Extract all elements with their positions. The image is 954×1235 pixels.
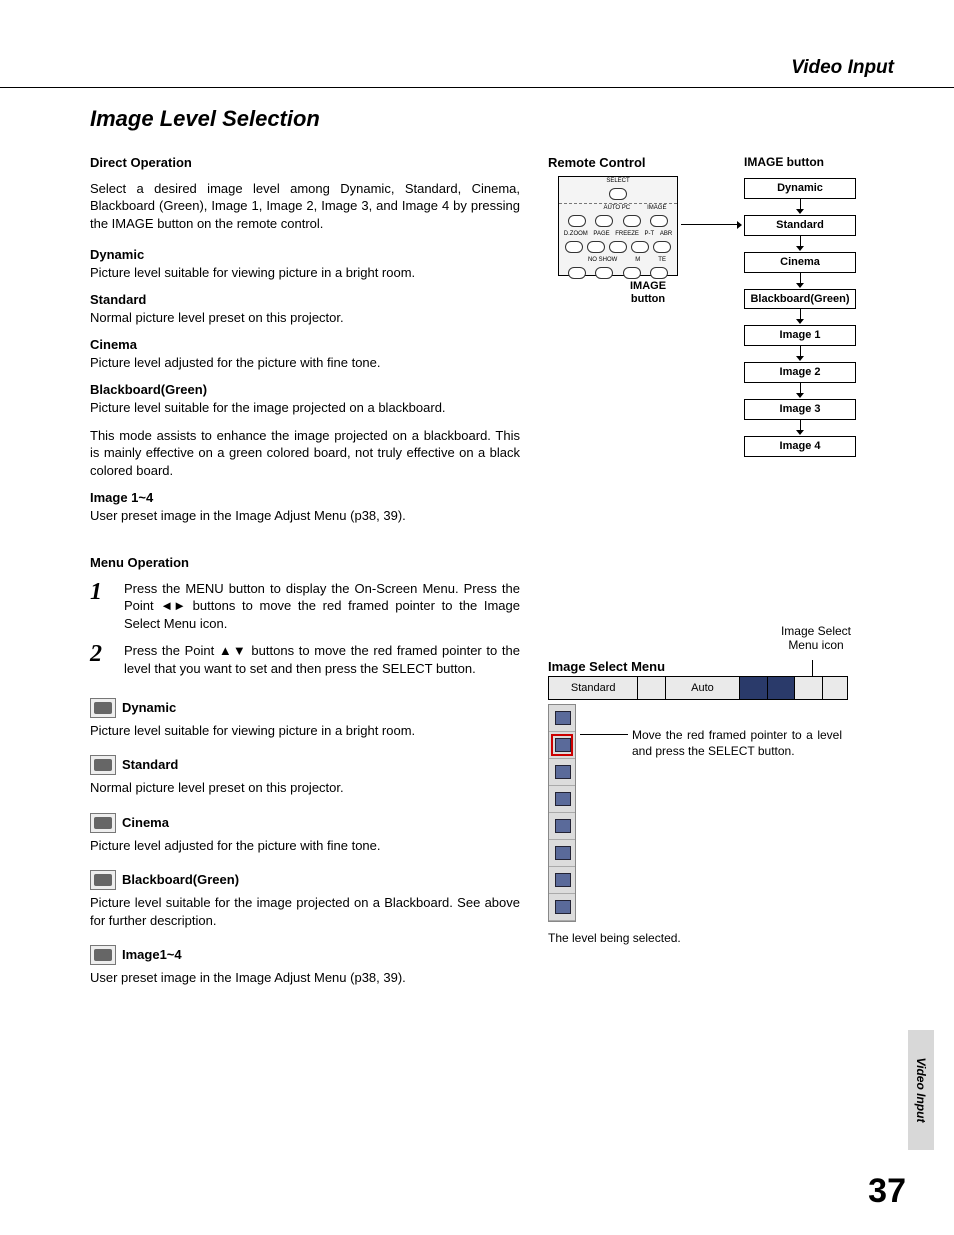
flow-box: Image 2: [744, 362, 856, 383]
flow-box: Image 4: [744, 436, 856, 457]
icon-mode-name: Image1~4: [122, 948, 182, 963]
mode-desc: Normal picture level preset on this proj…: [90, 309, 520, 327]
mode-icon: [90, 945, 116, 965]
ism-side-item: [549, 732, 575, 759]
ism-caption: The level being selected.: [548, 930, 681, 946]
ism-menu-bar: Standard Auto: [548, 676, 848, 700]
flow-box: Image 1: [744, 325, 856, 346]
remote-control-heading: Remote Control: [548, 155, 646, 170]
direct-operation-intro: Select a desired image level among Dynam…: [90, 180, 520, 233]
ism-bar-auto: Auto: [666, 677, 740, 699]
mode-desc: User preset image in the Image Adjust Me…: [90, 507, 520, 525]
ism-bar-standard: Standard: [549, 677, 638, 699]
ism-side-item: [549, 840, 575, 867]
mode-desc: Picture level adjusted for the picture w…: [90, 354, 520, 372]
remote-select-label: SELECT: [606, 177, 629, 185]
ism-bar-icon2: [795, 677, 823, 699]
side-tab: Video Input: [908, 1030, 934, 1150]
step-number: 2: [90, 642, 124, 677]
step-text: Press the Point ▲▼ buttons to move the r…: [124, 642, 520, 677]
icon-mode-desc: Picture level adjusted for the picture w…: [90, 837, 520, 855]
flow-box: Blackboard(Green): [744, 289, 856, 310]
mode-desc: Picture level suitable for the image pro…: [90, 399, 520, 417]
icon-mode-row: Dynamic: [90, 698, 520, 718]
ism-icon-pointer-line: [812, 660, 813, 676]
ism-side-item: [549, 813, 575, 840]
flow-arrow-icon: [744, 309, 856, 325]
flow-connector-line: [681, 224, 741, 225]
menu-step: 2Press the Point ▲▼ buttons to move the …: [90, 642, 520, 677]
flow-arrow-icon: [744, 420, 856, 436]
ism-bar-icon: [638, 677, 666, 699]
mode-icon: [90, 813, 116, 833]
ism-side-item: [549, 759, 575, 786]
flow-box: Image 3: [744, 399, 856, 420]
page-header: Video Input: [0, 55, 954, 88]
image-button-heading: IMAGE button: [744, 154, 824, 170]
page-title: Image Level Selection: [90, 104, 320, 134]
flow-box: Dynamic: [744, 178, 856, 199]
icon-mode-desc: User preset image in the Image Adjust Me…: [90, 969, 520, 987]
menu-operation-heading: Menu Operation: [90, 554, 520, 572]
icon-mode-desc: Normal picture level preset on this proj…: [90, 779, 520, 797]
ism-bar-icon-dark1: [740, 677, 768, 699]
icon-mode-name: Standard: [122, 757, 178, 772]
icon-mode-row: Image1~4: [90, 945, 520, 965]
flow-arrow-icon: [744, 346, 856, 362]
icon-mode-row: Blackboard(Green): [90, 870, 520, 890]
ism-side-list: [548, 704, 576, 922]
page-number: 37: [868, 1169, 906, 1215]
mode-icon: [90, 870, 116, 890]
mode-icon: [90, 755, 116, 775]
flow-arrow-icon: [744, 199, 856, 215]
flow-box: Standard: [744, 215, 856, 236]
icon-mode-name: Blackboard(Green): [122, 872, 239, 887]
ism-title: Image Select Menu: [548, 658, 665, 676]
menu-step: 1Press the MENU button to display the On…: [90, 580, 520, 633]
remote-control-diagram: SELECT AUTO PCIMAGE D.ZOOMPAGEFREEZEP-TA…: [558, 176, 678, 276]
mode-name: Standard: [90, 291, 520, 309]
ism-note: Move the red framed pointer to a level a…: [632, 728, 842, 759]
direct-operation-heading: Direct Operation: [90, 154, 520, 172]
ism-icon-label: Image Select Menu icon: [766, 624, 866, 653]
right-column: Remote Control IMAGE button SELECT AUTO …: [548, 154, 868, 172]
image-button-label: IMAGE button: [618, 280, 678, 306]
ism-bar-icon-dark2: [768, 677, 796, 699]
image-level-flow: Dynamic Standard Cinema Blackboard(Green) Im…: [744, 178, 856, 457]
ism-side-item: [549, 705, 575, 732]
icon-mode-row: Standard: [90, 755, 520, 775]
mode-desc: Picture level suitable for viewing pictu…: [90, 264, 520, 282]
icon-mode-desc: Picture level suitable for the image pro…: [90, 894, 520, 929]
header-section-title: Video Input: [791, 57, 894, 78]
mode-name: Cinema: [90, 336, 520, 354]
icon-mode-name: Cinema: [122, 815, 169, 830]
ism-side-item: [549, 786, 575, 813]
flow-arrow-icon: [744, 273, 856, 289]
mode-desc-extra: This mode assists to enhance the image p…: [90, 427, 520, 480]
ism-side-item: [549, 894, 575, 921]
ism-bar-icon3: [823, 677, 847, 699]
icon-mode-row: Cinema: [90, 813, 520, 833]
remote-select-btn: [609, 188, 627, 200]
icon-mode-desc: Picture level suitable for viewing pictu…: [90, 722, 520, 740]
step-number: 1: [90, 580, 124, 633]
left-column: Direct Operation Select a desired image …: [90, 154, 520, 997]
mode-name: Image 1~4: [90, 489, 520, 507]
ism-side-item: [549, 867, 575, 894]
ism-note-line: [580, 734, 628, 735]
ism-menu-diagram: Standard Auto: [548, 676, 848, 700]
icon-mode-name: Dynamic: [122, 700, 176, 715]
mode-icon: [90, 698, 116, 718]
flow-box: Cinema: [744, 252, 856, 273]
side-tab-text: Video Input: [913, 1058, 929, 1123]
flow-arrow-icon: [744, 383, 856, 399]
mode-name: Blackboard(Green): [90, 381, 520, 399]
flow-arrow-icon: [744, 236, 856, 252]
step-text: Press the MENU button to display the On-…: [124, 580, 520, 633]
mode-name: Dynamic: [90, 246, 520, 264]
